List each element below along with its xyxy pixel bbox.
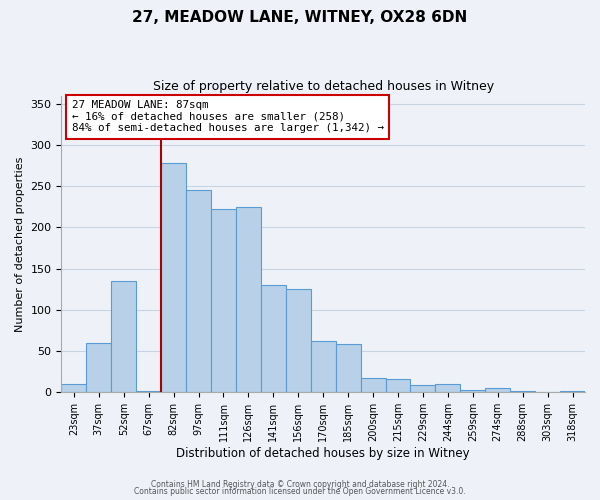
Text: Contains HM Land Registry data © Crown copyright and database right 2024.: Contains HM Land Registry data © Crown c… bbox=[151, 480, 449, 489]
Bar bbox=[361, 378, 386, 392]
Bar bbox=[61, 384, 86, 392]
Y-axis label: Number of detached properties: Number of detached properties bbox=[15, 156, 25, 332]
Bar bbox=[161, 163, 186, 392]
Bar bbox=[136, 390, 161, 392]
Bar bbox=[86, 343, 111, 392]
Bar bbox=[510, 390, 535, 392]
X-axis label: Distribution of detached houses by size in Witney: Distribution of detached houses by size … bbox=[176, 447, 470, 460]
Bar bbox=[436, 384, 460, 392]
Bar bbox=[286, 290, 311, 393]
Bar bbox=[211, 210, 236, 392]
Bar bbox=[485, 388, 510, 392]
Bar bbox=[335, 344, 361, 392]
Bar bbox=[386, 379, 410, 392]
Text: Contains public sector information licensed under the Open Government Licence v3: Contains public sector information licen… bbox=[134, 487, 466, 496]
Bar bbox=[460, 390, 485, 392]
Bar bbox=[236, 207, 261, 392]
Bar bbox=[410, 385, 436, 392]
Text: 27, MEADOW LANE, WITNEY, OX28 6DN: 27, MEADOW LANE, WITNEY, OX28 6DN bbox=[133, 10, 467, 25]
Bar bbox=[560, 390, 585, 392]
Bar bbox=[111, 281, 136, 392]
Bar bbox=[261, 285, 286, 393]
Bar bbox=[186, 190, 211, 392]
Text: 27 MEADOW LANE: 87sqm
← 16% of detached houses are smaller (258)
84% of semi-det: 27 MEADOW LANE: 87sqm ← 16% of detached … bbox=[72, 100, 384, 133]
Title: Size of property relative to detached houses in Witney: Size of property relative to detached ho… bbox=[152, 80, 494, 93]
Bar bbox=[311, 341, 335, 392]
